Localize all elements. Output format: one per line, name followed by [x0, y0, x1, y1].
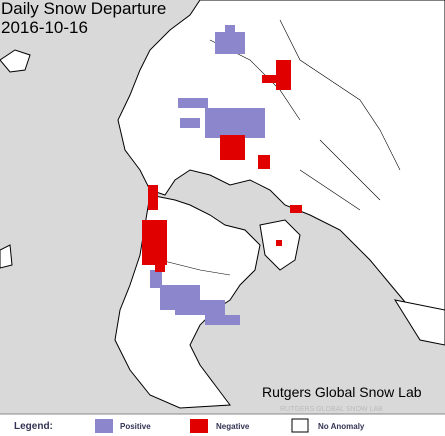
anomaly-cell — [276, 60, 291, 90]
anomaly-cell — [262, 75, 276, 83]
anomaly-cell — [258, 155, 270, 169]
anomaly-cell — [215, 32, 245, 54]
anomaly-cell — [148, 185, 158, 210]
eurasia — [117, 0, 445, 331]
legend-label: Legend: — [14, 421, 53, 432]
legend-swatch — [190, 419, 208, 433]
anomaly-cell — [276, 240, 282, 246]
anomaly-cell — [175, 300, 225, 315]
anomaly-cell — [220, 135, 245, 160]
anomaly-cell — [180, 118, 200, 128]
anomaly-cell — [290, 205, 302, 213]
anomaly-cell — [225, 25, 235, 33]
anomaly-cell — [205, 108, 265, 138]
legend-swatch — [95, 419, 113, 433]
legend-item: No Anomaly — [318, 422, 365, 431]
anomaly-cell — [155, 260, 165, 272]
map-date: 2016-10-16 — [1, 18, 88, 37]
anomaly-cell — [142, 220, 167, 265]
negative-anomaly — [142, 60, 302, 272]
legend-item: Negative — [216, 422, 250, 431]
northern-africa — [393, 299, 445, 346]
watermark: RUTGERS GLOBAL SNOW LAB — [280, 406, 383, 413]
legend-swatch — [291, 418, 309, 433]
anomaly-cell — [150, 270, 162, 288]
legend-item: Positive — [120, 422, 151, 431]
island — [0, 244, 13, 269]
island — [0, 49, 31, 73]
anomaly-cell — [178, 98, 208, 108]
positive-anomaly — [150, 25, 265, 325]
map-title: Daily Snow Departure — [1, 0, 166, 18]
credit: Rutgers Global Snow Lab — [262, 384, 422, 400]
anomaly-cell — [205, 315, 240, 325]
